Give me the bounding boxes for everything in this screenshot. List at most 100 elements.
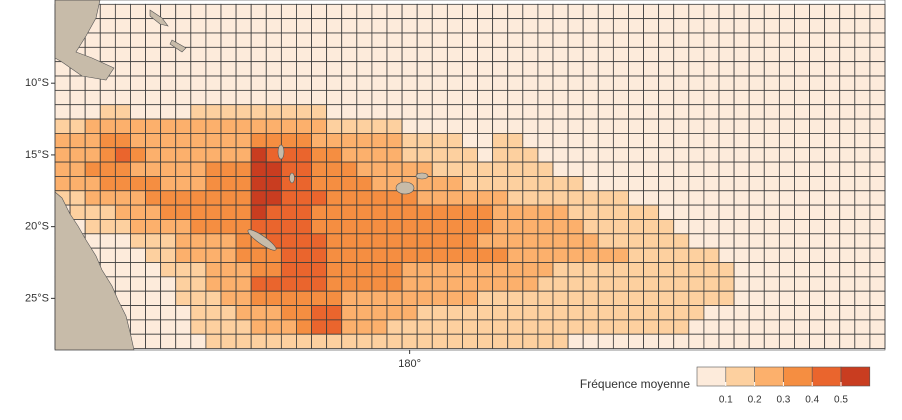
grid-cell — [477, 46, 494, 63]
grid-cell — [703, 32, 720, 48]
grid-cell — [597, 247, 614, 263]
grid-cell — [658, 247, 675, 263]
grid-cell — [401, 32, 418, 48]
grid-cell — [416, 89, 433, 106]
grid-cell — [311, 147, 328, 163]
grid-cell — [522, 104, 539, 120]
grid-cell — [582, 3, 599, 20]
grid-cell — [643, 233, 660, 249]
grid-cell — [612, 176, 629, 192]
grid-cell — [628, 147, 644, 163]
grid-cell — [537, 118, 554, 134]
grid-cell — [371, 61, 388, 77]
grid-cell — [326, 247, 343, 263]
grid-cell — [688, 161, 705, 177]
grid-cell — [280, 276, 297, 292]
grid-cell — [296, 262, 312, 278]
grid-cell — [145, 176, 162, 192]
grid-cell — [356, 75, 373, 91]
grid-cell — [763, 104, 780, 120]
grid-cell — [341, 190, 358, 206]
grid-cell — [507, 247, 524, 263]
grid-cell — [220, 247, 237, 263]
grid-cell — [220, 32, 237, 48]
grid-cell — [54, 104, 71, 120]
grid-cell — [160, 190, 177, 206]
grid-cell — [462, 233, 478, 249]
grid-cell — [69, 133, 86, 149]
grid-cell — [673, 104, 690, 120]
grid-cell — [220, 233, 237, 249]
y-tick-label: 25°S — [25, 292, 49, 304]
grid-cell — [643, 3, 660, 20]
grid-cell — [175, 233, 192, 249]
grid-cell — [84, 176, 101, 192]
grid-cell — [673, 18, 690, 34]
grid-cell — [869, 32, 886, 48]
grid-cell — [869, 247, 886, 263]
grid-cell — [311, 176, 328, 192]
grid-cell — [537, 147, 554, 163]
grid-cell — [703, 290, 720, 306]
grid-cell — [326, 219, 343, 235]
grid-cell — [809, 46, 826, 63]
grid-cell — [763, 319, 780, 335]
grid-cell — [416, 219, 433, 235]
grid-cell — [99, 46, 116, 63]
grid-cell — [718, 161, 735, 177]
grid-cell — [567, 262, 584, 278]
grid-cell — [869, 190, 886, 206]
grid-cell — [703, 133, 720, 149]
grid-cell — [462, 290, 478, 306]
grid-cell — [175, 176, 192, 192]
grid-cell — [326, 290, 343, 306]
grid-cell — [552, 233, 569, 249]
grid-cell — [824, 3, 841, 20]
grid-cell — [612, 104, 629, 120]
grid-cell — [235, 3, 252, 20]
grid-cell — [507, 276, 524, 292]
grid-cell — [628, 89, 644, 106]
grid-cell — [431, 305, 448, 321]
grid-cell — [84, 161, 101, 177]
grid-cell — [160, 262, 177, 278]
grid-cell — [628, 219, 644, 235]
grid-cell — [522, 89, 539, 106]
grid-cell — [748, 219, 765, 235]
grid-cell — [673, 3, 690, 20]
grid-cell — [371, 233, 388, 249]
grid-cell — [341, 276, 358, 292]
grid-cell — [763, 305, 780, 321]
grid-cell — [386, 233, 403, 249]
grid-cell — [854, 290, 871, 306]
grid-cell — [356, 233, 373, 249]
grid-cell — [522, 176, 539, 192]
grid-cell — [446, 46, 463, 63]
grid-cell — [280, 18, 297, 34]
grid-cell — [733, 18, 750, 34]
grid-cell — [341, 104, 358, 120]
grid-cell — [114, 147, 131, 163]
y-tick-label: 20°S — [25, 221, 49, 233]
grid-cell — [703, 3, 720, 20]
grid-cell — [296, 190, 312, 206]
grid-cell — [205, 262, 222, 278]
grid-cell — [371, 204, 388, 220]
grid-cell — [597, 46, 614, 63]
grid-cell — [778, 161, 795, 177]
grid-cell — [190, 219, 207, 235]
grid-cell — [371, 118, 388, 134]
grid-cell — [175, 204, 192, 220]
grid-cell — [733, 190, 750, 206]
grid-cell — [371, 290, 388, 306]
grid-cell — [99, 133, 116, 149]
grid-cell — [265, 290, 282, 306]
grid-cell — [462, 262, 478, 278]
grid-cell — [552, 247, 569, 263]
grid-cell — [794, 204, 810, 220]
grid-cell — [446, 290, 463, 306]
grid-cell — [824, 319, 841, 335]
grid-cell — [824, 147, 841, 163]
grid-cell — [688, 219, 705, 235]
legend-swatch — [754, 366, 784, 387]
